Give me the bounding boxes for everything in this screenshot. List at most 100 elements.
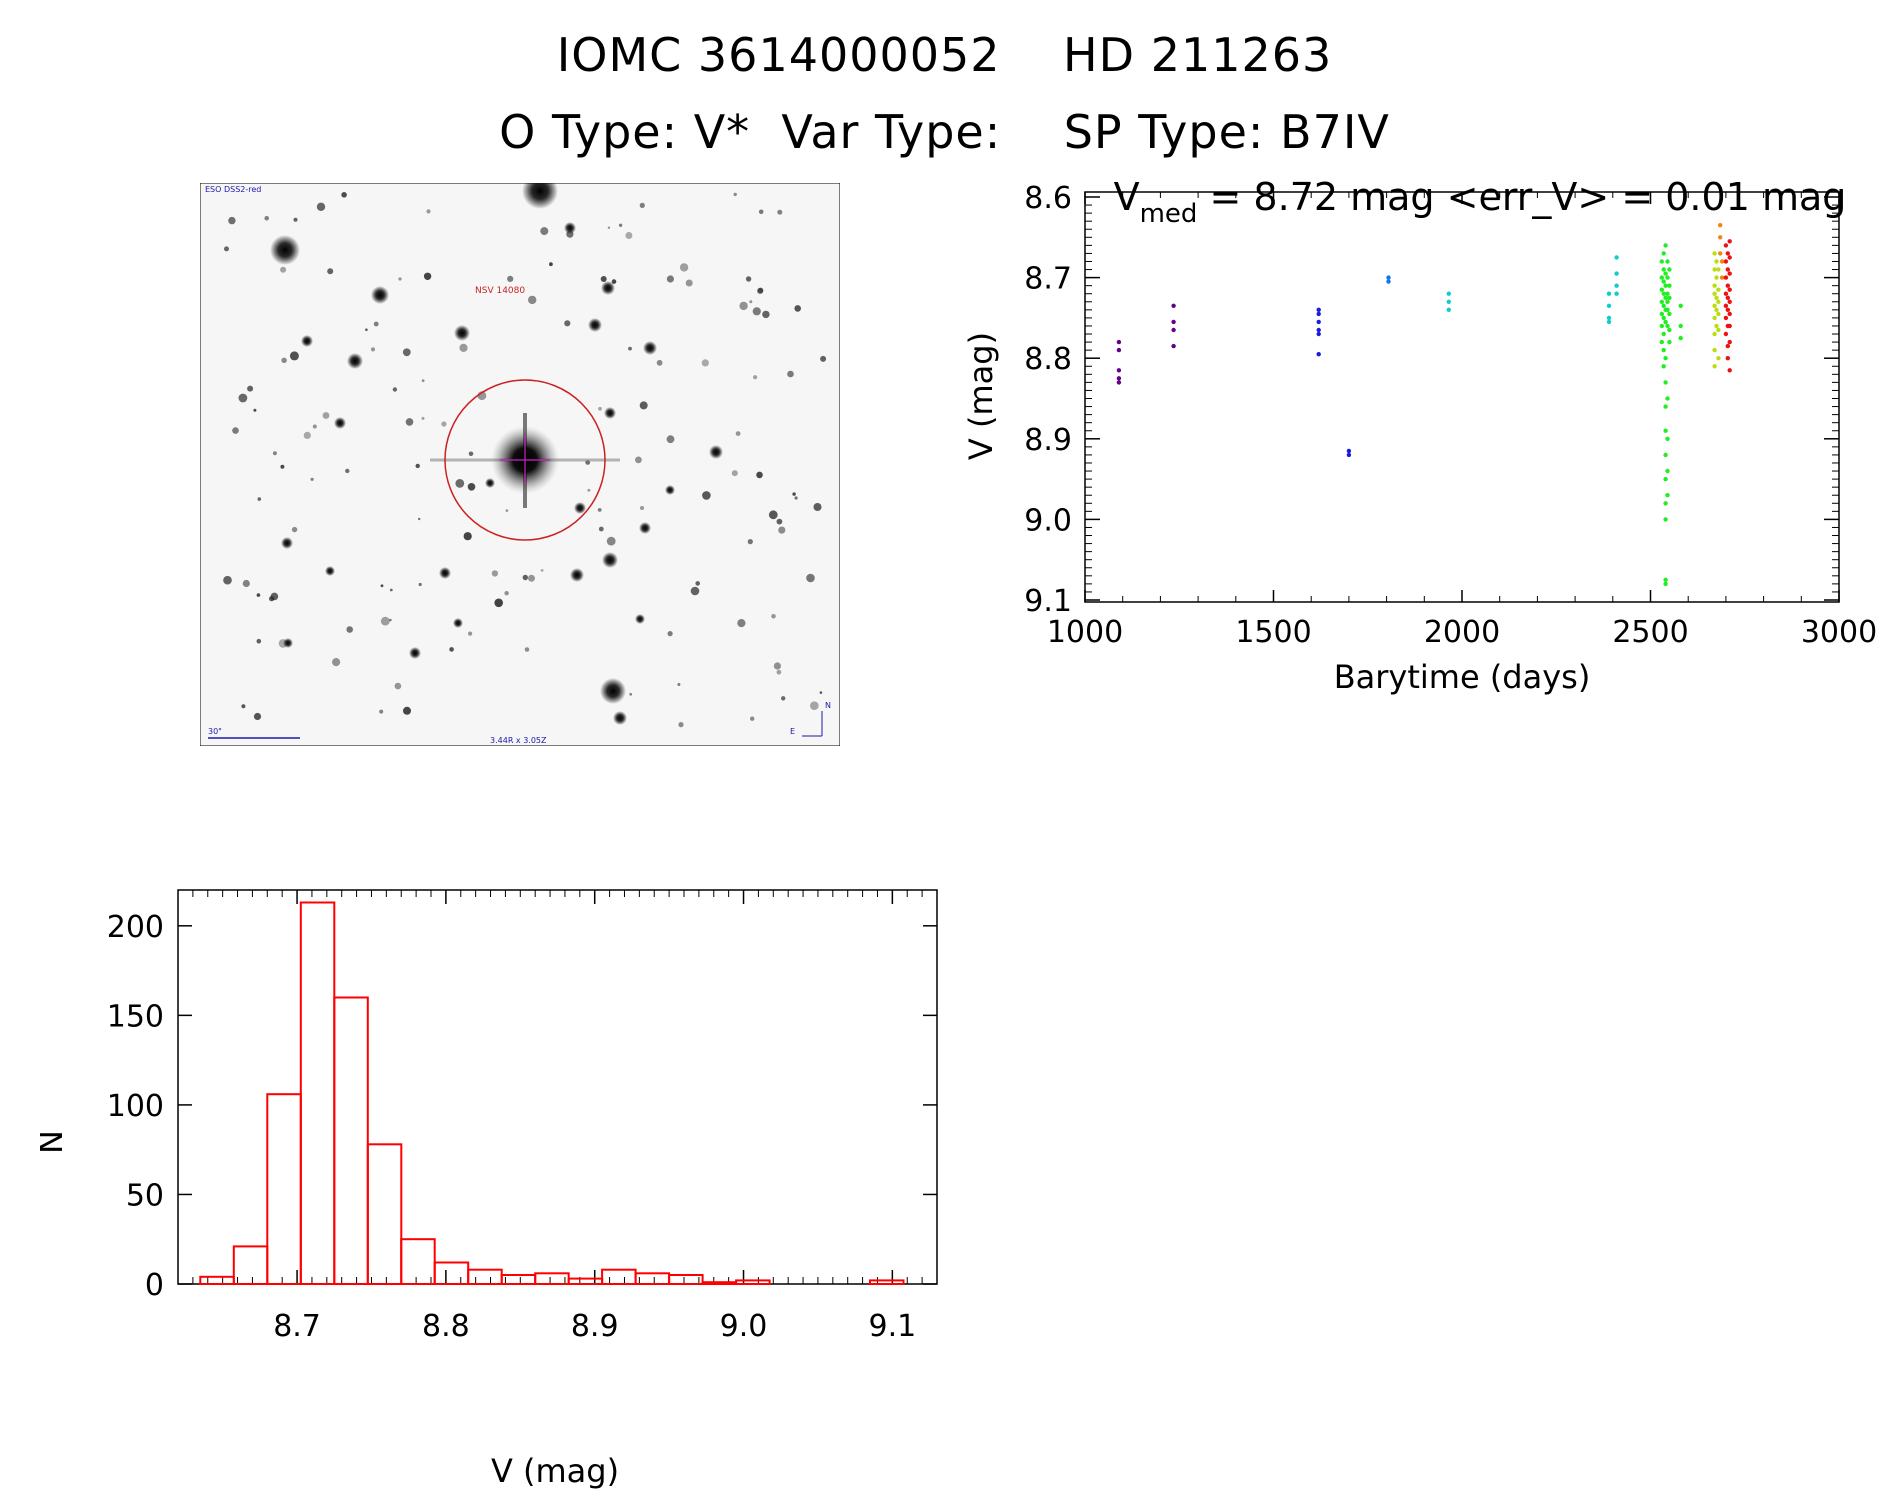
- data-point: [1723, 243, 1729, 248]
- field-star: [389, 588, 393, 592]
- data-point: [1667, 295, 1672, 300]
- hist-bar: [467, 1268, 503, 1286]
- field-star: [666, 275, 674, 283]
- field-star: [439, 567, 451, 579]
- y-tick-label: 8.8: [1024, 342, 1072, 377]
- hist-x-tick-label: 8.8: [422, 1309, 470, 1344]
- hist-bar: [433, 1261, 470, 1285]
- data-point: [1386, 275, 1391, 280]
- field-star: [768, 510, 778, 520]
- data-point: [1723, 315, 1729, 321]
- field-star: [613, 711, 627, 725]
- x-tick-label: 3000: [1801, 615, 1877, 650]
- x-tick-label: 2000: [1424, 615, 1500, 650]
- data-point: [1727, 311, 1732, 317]
- field-star: [600, 678, 626, 704]
- field-star: [635, 456, 642, 464]
- data-point: [1171, 319, 1176, 325]
- hist-y-tick-label: 0: [145, 1268, 164, 1303]
- field-star: [365, 328, 368, 331]
- field-star: [389, 618, 392, 622]
- field-star: [264, 215, 269, 221]
- data-point: [1171, 303, 1176, 308]
- field-star: [398, 277, 402, 281]
- field-star: [628, 346, 632, 351]
- field-star: [813, 503, 822, 511]
- histogram-chart: 8.7 8.8 8.9 9.0 9.1 0 50 100 150 200 V (mag) N: [32, 870, 950, 1494]
- hist-y-tick-label: 150: [107, 999, 164, 1034]
- title-main: V: [1114, 175, 1140, 219]
- field-star: [701, 359, 709, 367]
- hist-bar: [869, 1279, 905, 1285]
- data-point: [1714, 295, 1719, 300]
- target-label: NSV 14080: [475, 286, 525, 296]
- field-star: [606, 536, 616, 546]
- data-point: [1712, 331, 1717, 337]
- field-star: [756, 471, 763, 479]
- x-axis-label: Barytime (days): [1334, 658, 1591, 696]
- field-star: [418, 517, 421, 521]
- scale-label: 30": [208, 727, 222, 736]
- field-star: [238, 393, 248, 403]
- hist-x-axis-label: V (mag): [491, 1452, 619, 1490]
- field-star: [301, 335, 313, 347]
- data-point: [1116, 380, 1122, 385]
- hist-bar: [534, 1272, 570, 1285]
- field-star: [327, 268, 334, 275]
- y-tick-label: 9.0: [1024, 503, 1072, 538]
- field-star: [677, 683, 681, 686]
- hist-bar: [735, 1279, 771, 1285]
- field-star: [283, 638, 293, 648]
- field-star: [280, 266, 287, 273]
- y-tick-label: 9.1: [1024, 584, 1072, 619]
- field-star: [639, 522, 651, 534]
- field-star: [792, 492, 796, 496]
- hist-bar: [668, 1274, 704, 1285]
- data-point: [1171, 343, 1176, 349]
- data-point: [1725, 343, 1730, 349]
- field-star: [611, 279, 617, 284]
- field-star: [281, 537, 293, 549]
- data-point: [1316, 327, 1321, 333]
- field-star: [293, 217, 298, 222]
- data-point: [1663, 517, 1668, 522]
- data-point: [1446, 307, 1451, 312]
- field-star: [709, 445, 723, 459]
- field-star: [316, 202, 326, 211]
- field-star: [731, 470, 738, 477]
- field-star: [522, 574, 528, 581]
- data-point: [1727, 339, 1732, 345]
- data-point: [1716, 267, 1721, 272]
- field-star: [289, 351, 299, 361]
- data-point: [1386, 279, 1391, 284]
- y-tick-label: 8.7: [1024, 262, 1072, 297]
- field-star: [423, 272, 432, 280]
- data-point: [1665, 259, 1670, 264]
- field-star: [257, 497, 262, 501]
- hist-bar: [366, 1143, 403, 1285]
- hist-bar: [199, 1275, 235, 1285]
- data-point: [1712, 364, 1717, 369]
- field-star: [540, 227, 549, 236]
- data-point: [1663, 319, 1668, 325]
- field-star: [820, 355, 827, 362]
- data-point: [1663, 581, 1668, 587]
- field-star: [346, 626, 353, 633]
- data-point: [1659, 287, 1664, 292]
- data-point: [1446, 299, 1451, 304]
- field-star: [242, 579, 250, 588]
- field-star: [418, 582, 422, 587]
- field-star: [403, 706, 411, 715]
- y-tick-label: 8.9: [1024, 423, 1072, 458]
- field-star: [379, 709, 384, 714]
- data-point: [1667, 339, 1672, 345]
- data-point: [1614, 283, 1619, 288]
- data-point: [1116, 376, 1122, 381]
- field-star: [345, 468, 350, 474]
- data-point: [1723, 259, 1729, 264]
- header-line-1: IOMC 3614000052 HD 211263: [556, 28, 1333, 82]
- field-star: [455, 479, 465, 488]
- field-star: [269, 596, 275, 602]
- field-star: [241, 704, 246, 709]
- data-point: [1723, 291, 1729, 296]
